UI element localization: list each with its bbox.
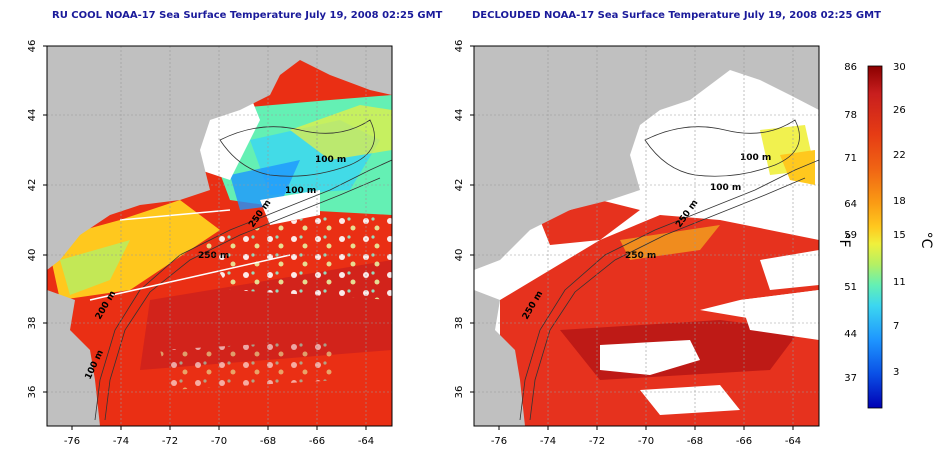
celsius-tick-label: 18 <box>893 196 906 207</box>
fahrenheit-tick-label: 44 <box>844 329 857 340</box>
cool-water <box>780 150 815 185</box>
panel1-grid <box>47 46 392 426</box>
lon-tick-label: -72 <box>589 436 605 447</box>
axes-layer: -76 -74 -72 -70 -68 -66 -64 36 38 40 42 44 46 -76 -74 -… <box>27 40 801 447</box>
lat-tick-label: 42 <box>27 179 38 192</box>
cloud-cover <box>760 250 819 290</box>
lat-tick-label: 38 <box>454 317 465 330</box>
cloud-cover <box>260 190 320 225</box>
lon-tick-label: -74 <box>540 436 556 447</box>
fahrenheit-tick-label: 78 <box>844 110 857 121</box>
lon-tick-label: -68 <box>260 436 276 447</box>
fahrenheit-tick-label: 37 <box>844 373 857 384</box>
bathymetry-label: 100 m <box>315 155 346 165</box>
lat-tick-label: 36 <box>454 386 465 399</box>
lon-tick-label: -76 <box>491 436 507 447</box>
lon-tick-label: -74 <box>113 436 129 447</box>
lon-tick-label: -64 <box>358 436 374 447</box>
cloud-cover <box>600 340 700 375</box>
celsius-tick-label: 11 <box>893 277 906 288</box>
bathymetry-contour <box>219 119 375 177</box>
panel2-title: DECLOUDED NOAA-17 Sea Surface Temperatur… <box>472 10 881 21</box>
cloud-patch <box>160 340 340 390</box>
cool-water <box>290 105 392 160</box>
lon-tick-label: -68 <box>687 436 703 447</box>
colorbar-ticks: 86 78 71 64 59 51 44 37 30 26 22 18 15 11 7 3 <box>844 62 905 384</box>
celsius-tick-label: 30 <box>893 62 906 73</box>
lon-tick-label: -70 <box>211 436 227 447</box>
lat-tick-label: 46 <box>27 40 38 53</box>
bathymetry-contour <box>104 177 381 421</box>
cloud-cover <box>740 290 819 340</box>
lat-tick-label: 46 <box>454 40 465 53</box>
bathymetry-label: 100 m <box>285 186 316 196</box>
bathymetry-contour <box>519 159 819 421</box>
bathymetry-contour <box>529 177 806 421</box>
panel1-title: RU COOL NOAA-17 Sea Surface Temperature … <box>52 10 443 21</box>
lon-tick-label: -64 <box>785 436 801 447</box>
sea-surface <box>500 215 819 426</box>
celsius-tick-label: 22 <box>893 150 906 161</box>
scan-line <box>119 209 231 221</box>
lat-tick-label: 44 <box>27 109 38 122</box>
cloud-cover <box>640 385 740 415</box>
lat-tick-label: 38 <box>27 317 38 330</box>
bathymetry-label: 250 m <box>198 251 229 261</box>
celsius-tick-label: 3 <box>893 367 899 378</box>
lat-tick-label: 36 <box>27 386 38 399</box>
fahrenheit-tick-label: 71 <box>844 153 857 164</box>
lon-tick-label: -70 <box>638 436 654 447</box>
bathymetry-contour <box>644 119 800 177</box>
celsius-tick-label: 7 <box>893 321 899 332</box>
lon-tick-label: -76 <box>64 436 80 447</box>
land <box>474 46 819 270</box>
panel2-map: 100 m 100 m 250 m 250 m 250 m <box>474 46 819 426</box>
scan-line <box>89 254 291 301</box>
celsius-unit: °C <box>918 232 934 249</box>
colorbar <box>867 65 883 409</box>
lat-tick-label: 40 <box>27 249 38 262</box>
lat-tick-label: 44 <box>454 109 465 122</box>
lat-tick-label: 40 <box>454 249 465 262</box>
shelf-water <box>60 240 130 295</box>
celsius-tick-label: 15 <box>893 230 906 241</box>
cloud-patch <box>200 200 392 300</box>
panel2-grid <box>474 46 819 426</box>
lon-tick-label: -66 <box>309 436 325 447</box>
land <box>47 46 392 270</box>
fahrenheit-tick-label: 59 <box>844 230 857 241</box>
bathymetry-label: 100 m <box>740 153 771 163</box>
sea-surface <box>540 200 640 245</box>
bathymetry-label: 100 m <box>710 183 741 193</box>
fahrenheit-tick-label: 64 <box>844 199 857 210</box>
panel1-map: 100 m 100 m 250 m 250 m 200 m 100 m <box>47 46 392 426</box>
fahrenheit-tick-label: 51 <box>844 282 857 293</box>
celsius-tick-label: 26 <box>893 105 906 116</box>
shelf-water <box>620 225 720 260</box>
fahrenheit-unit: °F <box>836 232 852 247</box>
lat-tick-label: 42 <box>454 179 465 192</box>
fahrenheit-tick-label: 86 <box>844 62 857 73</box>
bathymetry-contour <box>94 159 392 421</box>
bathymetry-label: 250 m <box>625 251 656 261</box>
lon-tick-label: -66 <box>736 436 752 447</box>
lon-tick-label: -72 <box>162 436 178 447</box>
